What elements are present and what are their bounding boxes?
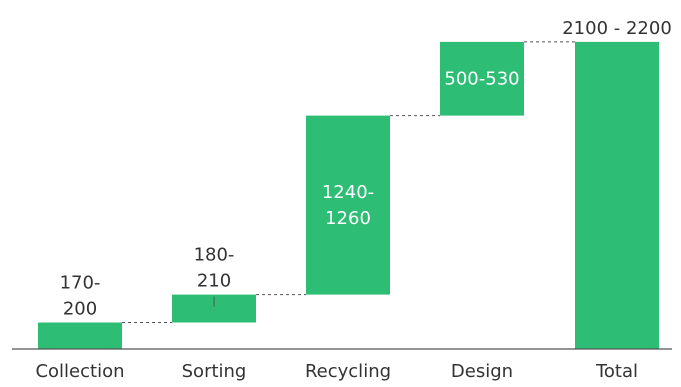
value-label-design: 500-530 (444, 69, 519, 90)
category-label-total: Total (595, 361, 638, 382)
category-label-design: Design (451, 361, 513, 382)
bars (38, 41, 659, 349)
bar-design (440, 41, 524, 116)
bar-collection (38, 322, 122, 349)
category-label-collection: Collection (35, 361, 124, 382)
category-label-sorting: Sorting (182, 361, 247, 382)
bar-recycling (306, 115, 390, 295)
value-label-sorting: 180-210 (194, 245, 235, 292)
category-labels: Collection Sorting Recycling Design Total (35, 361, 638, 382)
connector-lines (122, 41, 575, 324)
bar-total (575, 41, 659, 349)
value-labels: 170-200 180-210 1240-1260 500-530 2100 - 220… (60, 18, 672, 320)
value-label-collection: 170-200 (60, 273, 101, 320)
value-label-total: 2100 - 2200 (562, 18, 672, 39)
category-label-recycling: Recycling (305, 361, 391, 382)
value-label-recycling: 1240-1260 (322, 182, 374, 229)
